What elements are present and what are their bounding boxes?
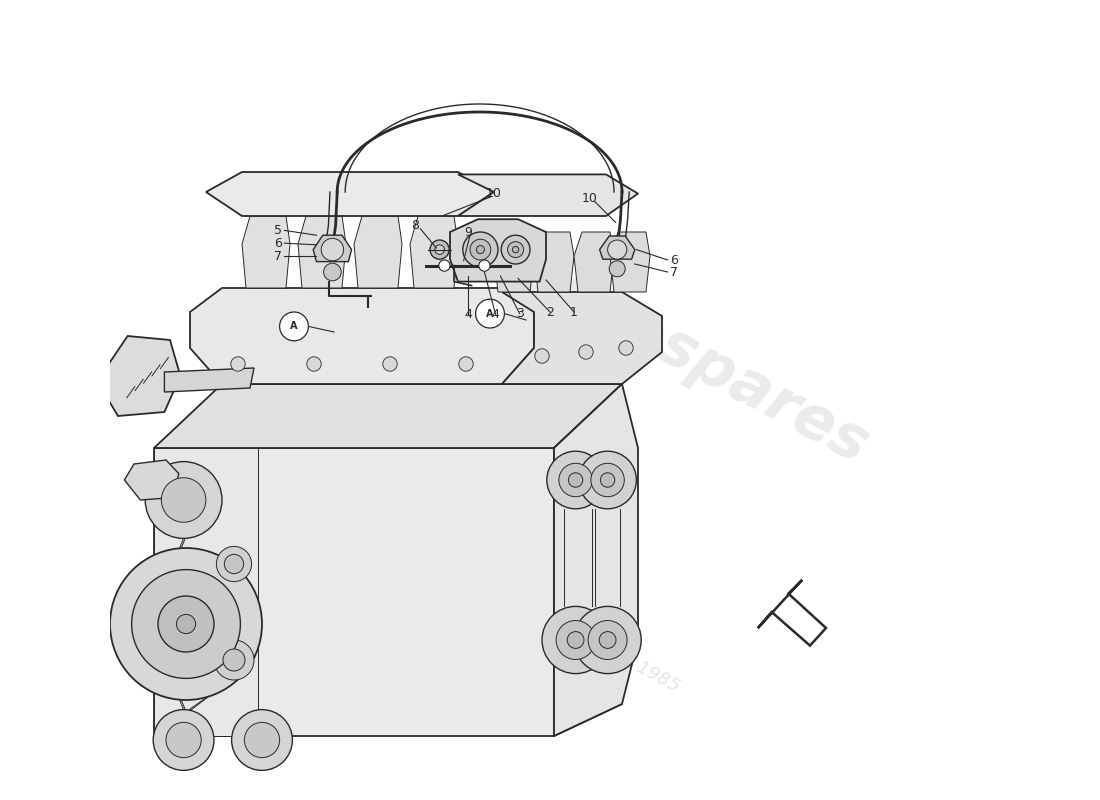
Circle shape — [547, 451, 604, 509]
Circle shape — [459, 357, 473, 371]
Text: 8: 8 — [411, 219, 419, 232]
Polygon shape — [106, 336, 180, 416]
Polygon shape — [554, 384, 621, 736]
Circle shape — [279, 312, 308, 341]
Text: 2: 2 — [546, 306, 554, 318]
Text: A: A — [290, 322, 298, 331]
Text: 10: 10 — [486, 187, 502, 200]
Circle shape — [569, 473, 583, 487]
Circle shape — [502, 235, 530, 264]
Text: 5: 5 — [274, 224, 282, 237]
Polygon shape — [458, 174, 638, 216]
Polygon shape — [610, 232, 650, 292]
Circle shape — [478, 260, 490, 271]
Circle shape — [224, 554, 244, 574]
Circle shape — [232, 710, 293, 770]
Circle shape — [323, 263, 341, 281]
Circle shape — [568, 632, 584, 648]
Circle shape — [470, 239, 491, 260]
Circle shape — [507, 242, 524, 258]
Text: 6: 6 — [670, 254, 678, 266]
Circle shape — [609, 261, 625, 277]
Circle shape — [132, 570, 241, 678]
Circle shape — [475, 299, 505, 328]
Circle shape — [535, 349, 549, 363]
Circle shape — [542, 606, 609, 674]
Polygon shape — [494, 232, 534, 292]
Circle shape — [153, 710, 214, 770]
Polygon shape — [298, 216, 346, 288]
Circle shape — [588, 621, 627, 659]
Circle shape — [110, 548, 262, 700]
Polygon shape — [242, 216, 290, 288]
Polygon shape — [154, 448, 258, 736]
Circle shape — [559, 463, 592, 497]
Text: eurospares: eurospares — [509, 243, 879, 477]
Circle shape — [619, 341, 634, 355]
Polygon shape — [190, 288, 534, 384]
Circle shape — [591, 463, 625, 497]
Circle shape — [439, 260, 450, 271]
Polygon shape — [450, 219, 546, 282]
Polygon shape — [534, 232, 574, 292]
Circle shape — [513, 246, 519, 253]
Circle shape — [176, 614, 196, 634]
Text: 4: 4 — [492, 308, 499, 321]
Text: 1: 1 — [570, 306, 578, 318]
Circle shape — [217, 546, 252, 582]
Text: 7: 7 — [274, 250, 282, 262]
Circle shape — [557, 621, 595, 659]
Text: 6: 6 — [274, 237, 282, 250]
Text: 4: 4 — [464, 308, 472, 321]
Text: 3: 3 — [516, 307, 524, 320]
Polygon shape — [124, 460, 179, 500]
Circle shape — [579, 451, 637, 509]
Circle shape — [162, 478, 206, 522]
Circle shape — [434, 245, 444, 254]
Circle shape — [476, 246, 484, 254]
Polygon shape — [206, 172, 494, 216]
Circle shape — [430, 240, 449, 259]
Circle shape — [214, 640, 254, 680]
Text: 10: 10 — [582, 192, 598, 205]
Circle shape — [158, 596, 214, 652]
Circle shape — [231, 357, 245, 371]
Circle shape — [307, 357, 321, 371]
Circle shape — [600, 632, 616, 648]
Circle shape — [223, 649, 245, 671]
Polygon shape — [314, 235, 352, 262]
Polygon shape — [154, 384, 622, 448]
Polygon shape — [574, 232, 614, 292]
Text: A: A — [486, 309, 494, 318]
Circle shape — [166, 722, 201, 758]
Polygon shape — [758, 580, 826, 646]
Text: a passion for parts since 1985: a passion for parts since 1985 — [433, 552, 682, 696]
Circle shape — [579, 345, 593, 359]
Polygon shape — [410, 216, 458, 288]
Circle shape — [244, 722, 279, 758]
Circle shape — [145, 462, 222, 538]
Polygon shape — [164, 368, 254, 392]
Polygon shape — [502, 292, 662, 384]
Text: 9: 9 — [464, 226, 472, 238]
Circle shape — [463, 232, 498, 267]
Text: 7: 7 — [670, 266, 678, 278]
Polygon shape — [600, 236, 635, 259]
Polygon shape — [154, 448, 554, 736]
Polygon shape — [354, 216, 402, 288]
Circle shape — [607, 240, 627, 259]
Circle shape — [321, 238, 343, 261]
Circle shape — [383, 357, 397, 371]
Circle shape — [601, 473, 615, 487]
Circle shape — [574, 606, 641, 674]
Polygon shape — [554, 384, 638, 736]
